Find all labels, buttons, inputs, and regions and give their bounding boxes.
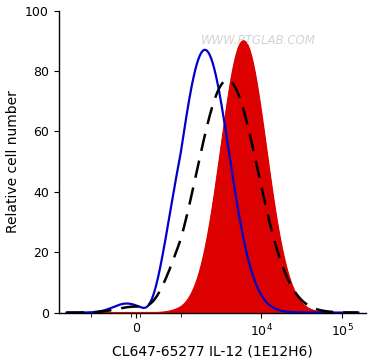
X-axis label: CL647-65277 IL-12 (1E12H6): CL647-65277 IL-12 (1E12H6) <box>112 344 313 359</box>
Y-axis label: Relative cell number: Relative cell number <box>6 90 20 233</box>
Text: WWW.PTGLAB.COM: WWW.PTGLAB.COM <box>201 34 316 47</box>
